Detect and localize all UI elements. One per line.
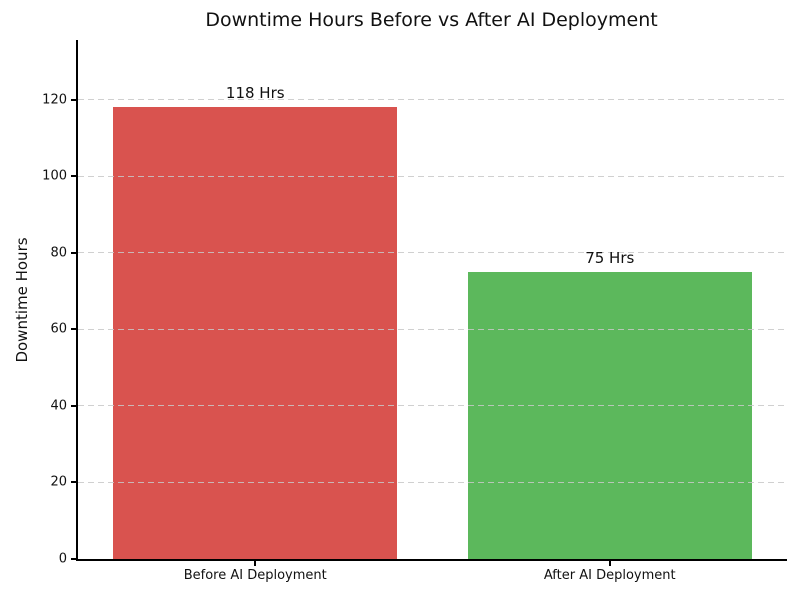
y-tick-mark-80 bbox=[71, 251, 76, 254]
bar-after-ai-deployment bbox=[467, 271, 752, 559]
gridline-60 bbox=[78, 328, 787, 330]
y-tick-label-0: 0 bbox=[58, 551, 67, 567]
y-tick-label-100: 100 bbox=[42, 168, 67, 184]
y-tick-label-20: 20 bbox=[50, 474, 67, 490]
y-tick-label-80: 80 bbox=[50, 245, 67, 261]
y-tick-label-120: 120 bbox=[42, 92, 67, 108]
gridline-20 bbox=[78, 481, 787, 483]
x-tick-label-before-ai-deployment: Before AI Deployment bbox=[183, 568, 327, 583]
gridline-120 bbox=[78, 99, 787, 101]
y-tick-mark-40 bbox=[71, 404, 76, 407]
y-tick-mark-0 bbox=[71, 558, 76, 560]
y-axis-label: Downtime Hours bbox=[13, 237, 31, 363]
bar-value-label-before-ai-deployment: 118 Hrs bbox=[225, 84, 285, 103]
gridline-40 bbox=[78, 405, 787, 407]
y-tick-mark-60 bbox=[71, 328, 76, 331]
y-tick-mark-100 bbox=[71, 175, 76, 178]
plot-area: 118 Hrs 75 Hrs 0 20 40 60 80 100 120 Before AI … bbox=[42, 40, 787, 583]
chart-title: Downtime Hours Before vs After AI Deploy… bbox=[205, 9, 658, 31]
y-tick-label-40: 40 bbox=[50, 398, 67, 414]
x-tick-label-after-ai-deployment: After AI Deployment bbox=[543, 568, 676, 583]
bar-value-label-after-ai-deployment: 75 Hrs bbox=[585, 248, 635, 267]
bar-before-ai-deployment bbox=[113, 107, 398, 559]
x-tick-mark-before-ai-deployment bbox=[254, 561, 257, 566]
y-tick-mark-20 bbox=[71, 481, 76, 484]
gridline-100 bbox=[78, 175, 787, 177]
y-tick-label-60: 60 bbox=[50, 321, 67, 337]
x-tick-mark-after-ai-deployment bbox=[608, 561, 611, 566]
y-tick-mark-120 bbox=[71, 98, 76, 101]
gridline-80 bbox=[78, 252, 787, 254]
